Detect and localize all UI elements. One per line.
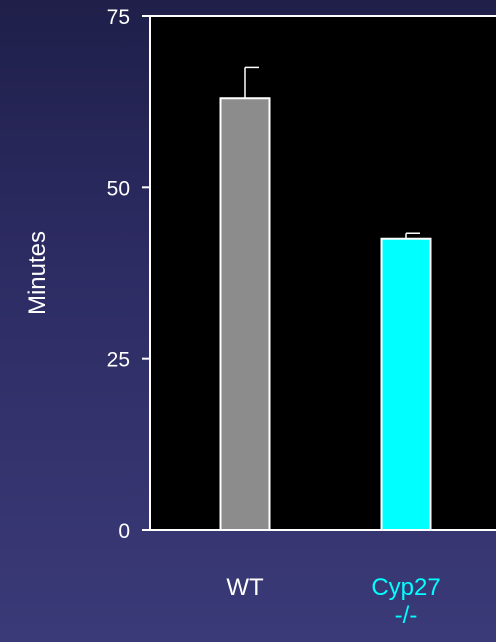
y-tick-label: 50 [107,177,130,200]
category-label: WT [226,574,264,601]
category-label: Cyp27 [371,574,440,601]
bar [380,237,432,531]
category-label: -/- [395,602,418,629]
y-tick-label: 0 [118,520,130,543]
y-axis [149,15,496,531]
bars-layer [219,66,432,532]
y-axis-ticks: 0 25 50 75 [107,6,150,543]
x-axis-categories: WT Cyp27-/- [226,574,440,629]
y-axis-title: Minutes [24,231,51,315]
plot-area [150,16,496,530]
y-tick-label: 25 [107,349,130,372]
y-tick-label: 75 [107,6,130,29]
bar [219,97,271,532]
